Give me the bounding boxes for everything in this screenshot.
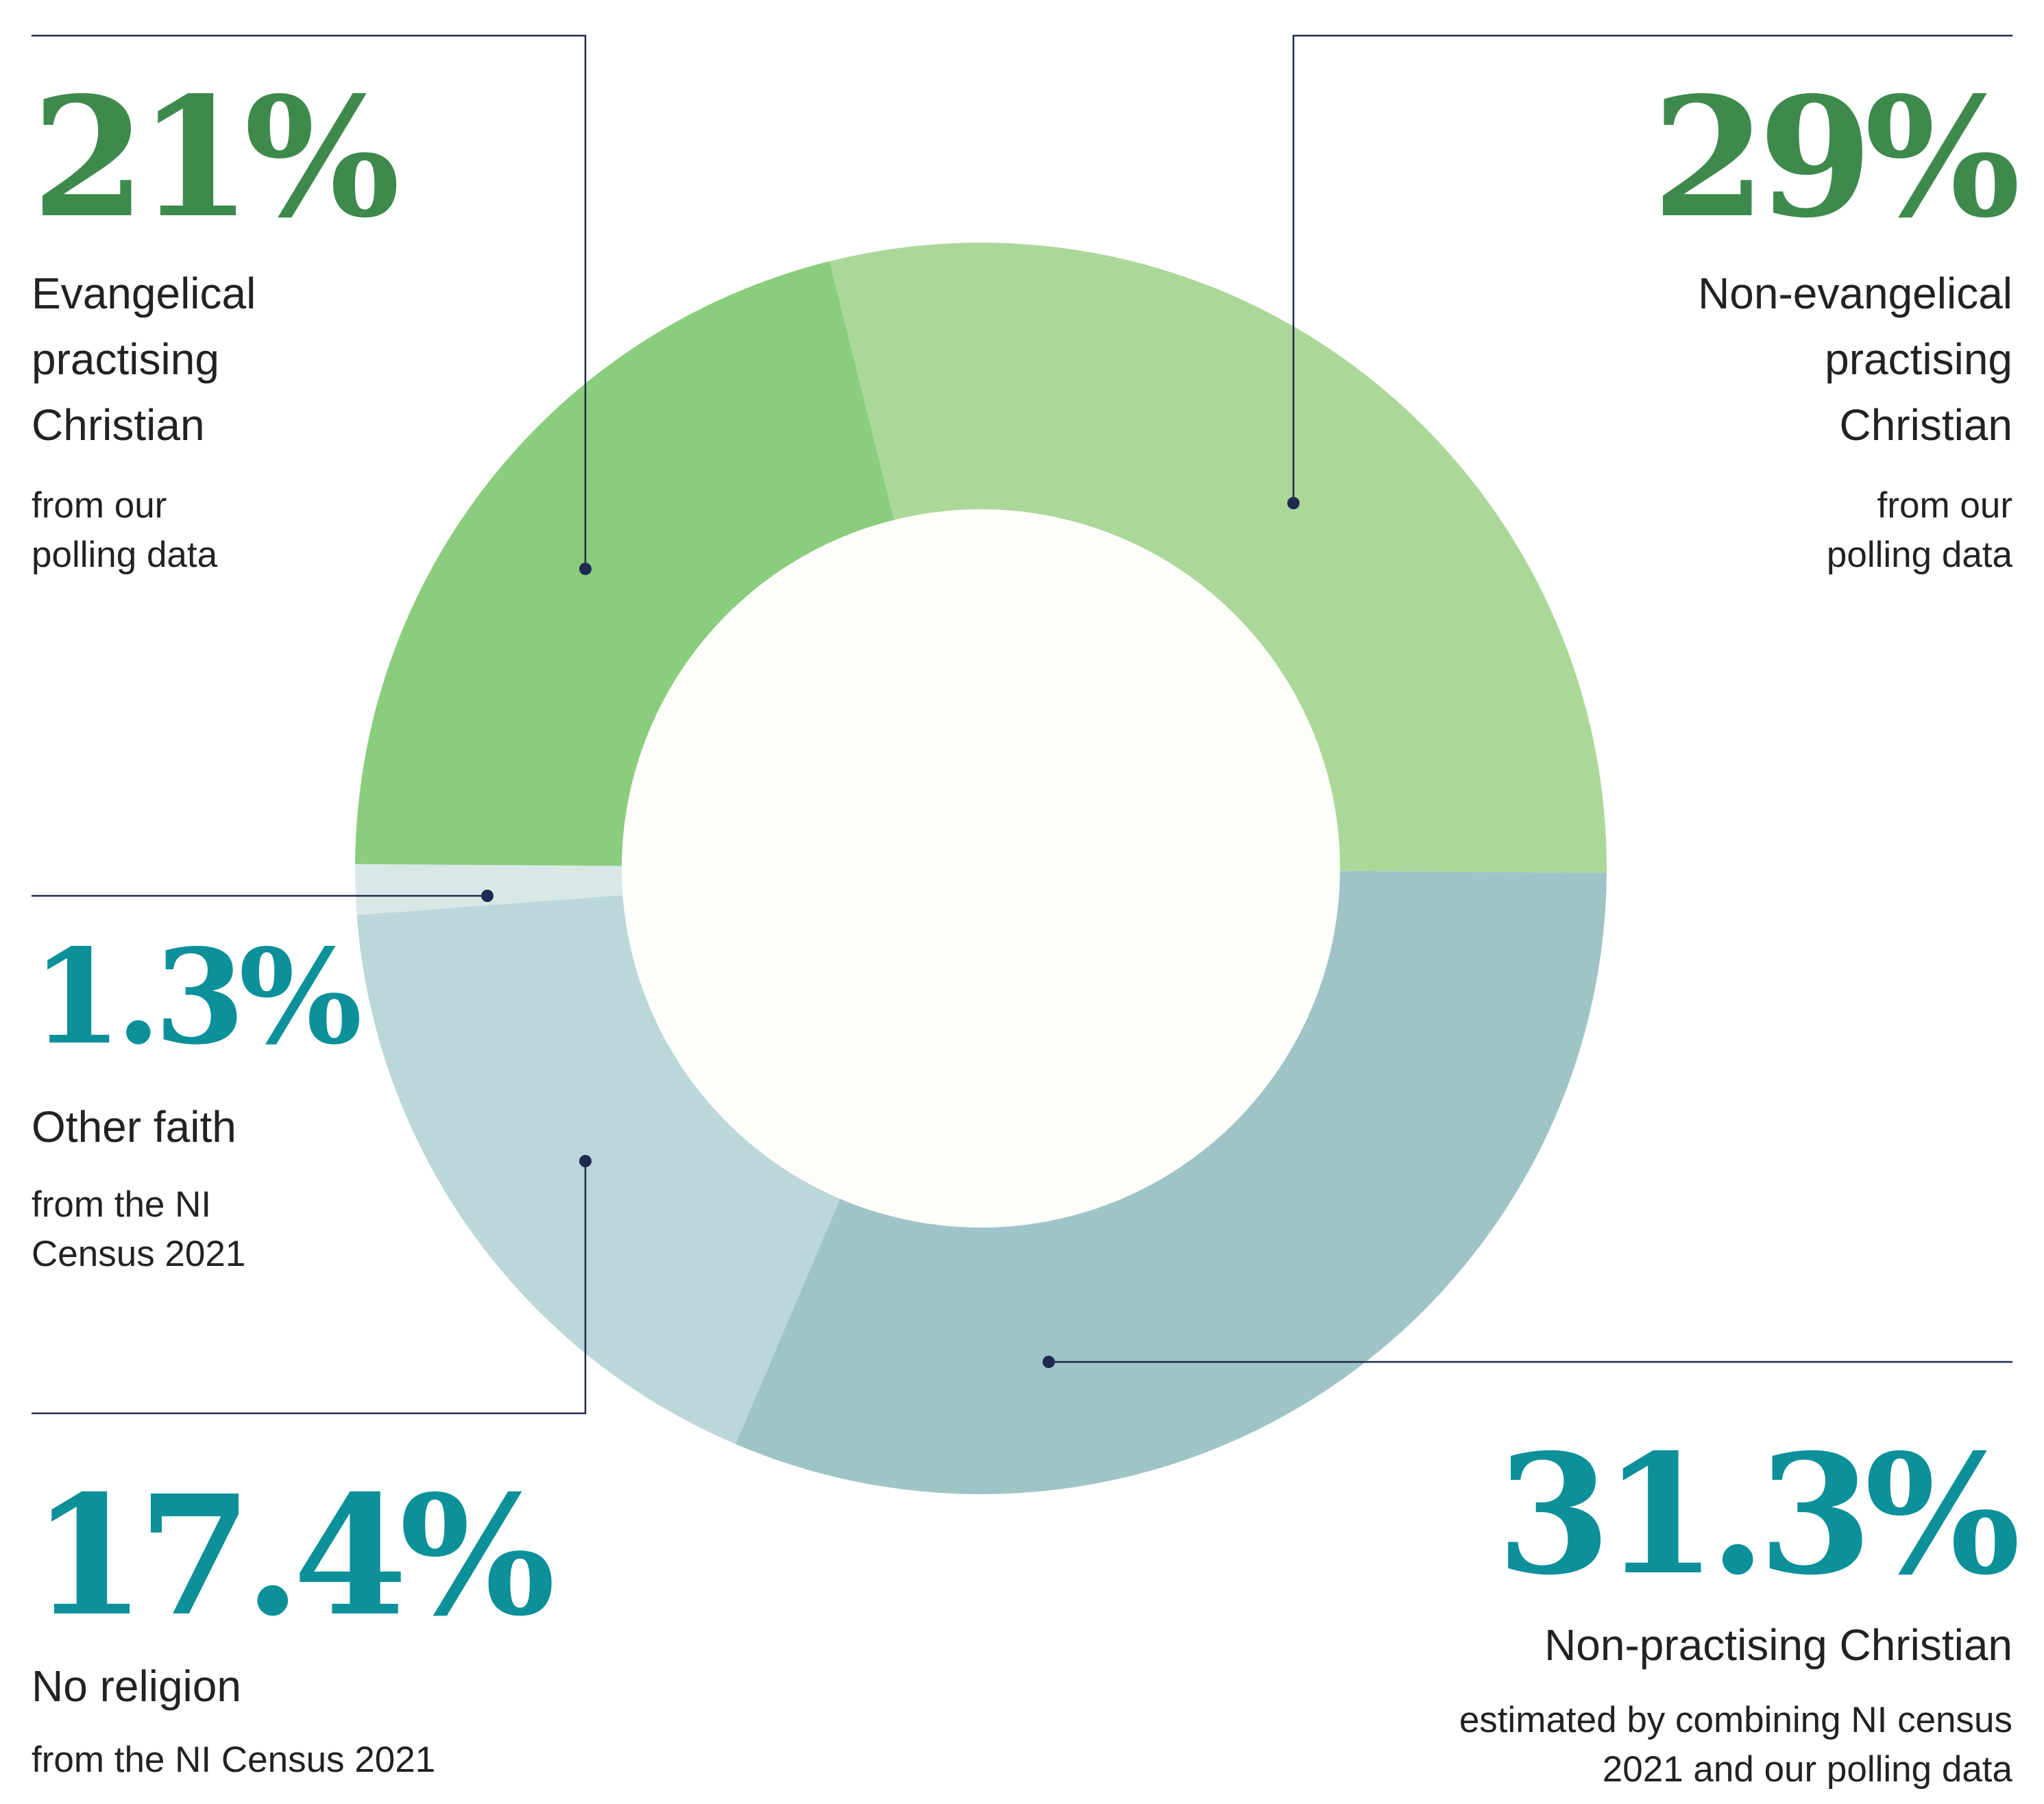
source-non-evangelical-line-2: polling data [1826,535,2012,575]
donut-center [622,509,1340,1228]
pct-non-practising: 31.3% [1496,1418,2021,1611]
name-evangelical-line-2: practising [32,334,219,384]
label-block-other-faith: 1.3% Other faith from the NI Census 2021 [32,921,363,1279]
label-block-non-practising: 31.3% Non-practising Christian estimated… [1459,1418,2021,1794]
pct-no-religion: 17.4% [32,1459,556,1653]
source-non-evangelical-line-1: from our [1877,485,2012,526]
name-evangelical-line-3: Christian [32,400,205,450]
label-block-evangelical: 21% Evangelical practising Christian fro… [32,75,415,580]
leader-non-evangelical-dot [1287,497,1300,509]
leader-non-evangelical [1292,34,2012,503]
source-other-faith-line-2: Census 2021 [32,1234,246,1274]
label-block-no-religion: 17.4% No religion from the NI Census 202… [32,1459,556,1785]
leader-evangelical [32,34,587,569]
leader-no-religion-dot [579,1155,592,1167]
name-other-faith: Other faith [32,1102,236,1151]
name-non-evangelical-line-2: practising [1825,334,2012,384]
leader-lines [32,34,2012,1415]
source-evangelical-line-1: from our [32,485,167,526]
name-non-practising: Non-practising Christian [1544,1620,2012,1670]
source-no-religion: from the NI Census 2021 [32,1740,436,1780]
name-evangelical-line-1: Evangelical [32,269,256,318]
pct-other-faith: 1.3% [32,921,363,1073]
leader-non-practising-dot [1043,1356,1055,1368]
pct-evangelical: 21% [32,61,400,254]
source-non-practising-line-1: estimated by combining NI census [1459,1700,2012,1740]
source-evangelical-line-2: polling data [32,535,218,575]
leader-no-religion [32,1161,587,1415]
source-other-faith-line-1: from the NI [32,1184,212,1225]
label-block-non-evangelical: 29% Non-evangelical practising Christian… [1651,61,2021,580]
pct-non-evangelical: 29% [1651,61,2021,254]
leader-other-faith-dot [481,890,494,902]
source-non-practising-line-2: 2021 and our polling data [1602,1749,2012,1790]
name-no-religion: No religion [32,1661,241,1711]
leader-evangelical-dot [579,563,592,575]
name-non-evangelical-line-1: Non-evangelical [1698,269,2012,318]
name-non-evangelical-line-3: Christian [1839,400,2012,450]
